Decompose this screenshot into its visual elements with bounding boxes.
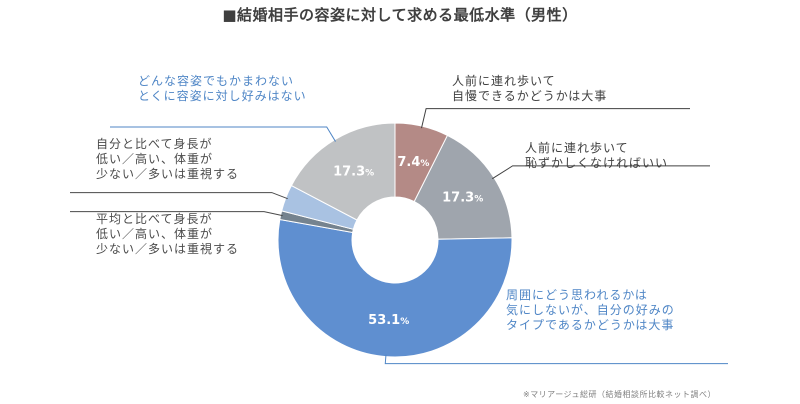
value-label: 7.4% xyxy=(397,155,429,170)
leader-line xyxy=(70,192,288,200)
chart-title: ■結婚相手の容姿に対して求める最低水準（男性） xyxy=(222,6,578,24)
slice-own-preference xyxy=(277,218,513,358)
leader-line xyxy=(70,211,283,217)
label-boast: 人前に連れ歩いて 自慢できるかどうかは大事 xyxy=(452,74,608,103)
slice-any-appearance xyxy=(290,122,396,221)
value-label: 17.3% xyxy=(333,165,374,180)
leader-line xyxy=(421,108,690,129)
leader-line xyxy=(492,165,710,180)
label-own-preference: 周囲にどう思われるかは 気にしないが、自分の好みの タイプであるかどうかは大事 xyxy=(506,288,675,332)
value-label: 17.3% xyxy=(442,190,483,205)
value-label: 53.1% xyxy=(368,313,409,328)
leader-line xyxy=(110,126,336,142)
source-note: ※マリアージュ総研（結婚相談所比較ネット調べ） xyxy=(522,390,716,399)
label-average-height: 平均と比べて身長が 低い／高い、体重が 少ない／多いは重視する xyxy=(96,212,240,256)
label-not-embarrassing: 人前に連れ歩いて 恥ずかしくなければいい xyxy=(525,141,669,170)
label-relative-height: 自分と比べて身長が 低い／高い、体重が 少ない／多いは重視する xyxy=(96,137,240,181)
label-any-appearance: どんな容姿でもかまわない とくに容姿に対し好みはない xyxy=(138,74,307,103)
leader-line xyxy=(384,354,728,365)
slice-not-embarrassing xyxy=(413,134,513,240)
